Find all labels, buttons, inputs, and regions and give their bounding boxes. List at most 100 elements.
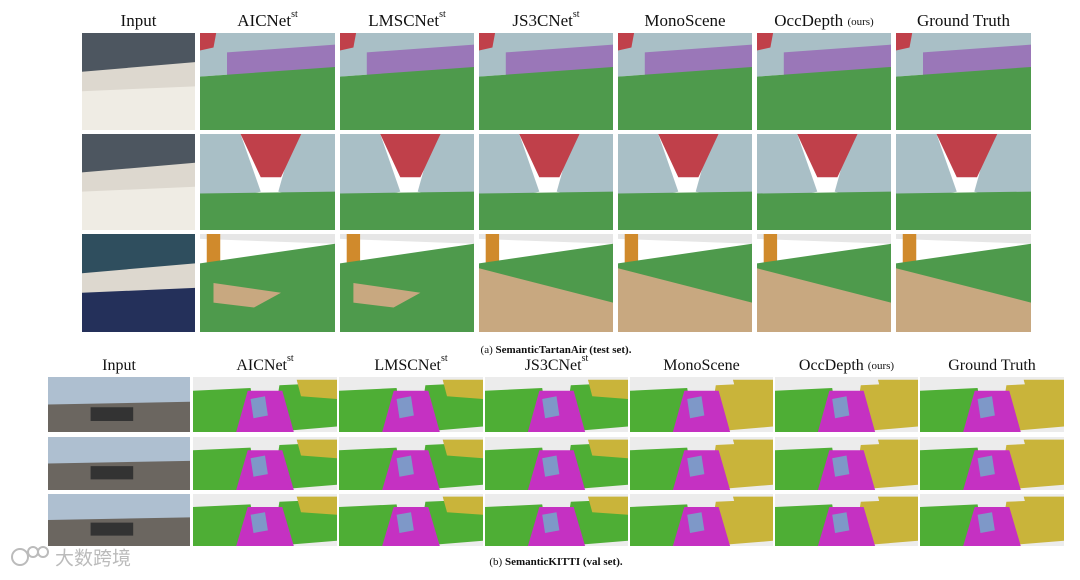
region xyxy=(479,134,540,206)
result-image xyxy=(896,234,1031,332)
region xyxy=(200,33,217,51)
result-image xyxy=(618,134,752,230)
region xyxy=(757,33,774,51)
header-note: (ours) xyxy=(868,360,895,372)
result-image xyxy=(485,494,628,546)
region xyxy=(587,439,628,459)
region xyxy=(618,234,752,244)
region xyxy=(832,512,850,533)
region xyxy=(48,494,190,520)
region xyxy=(82,86,195,130)
input-image xyxy=(82,33,195,130)
region xyxy=(479,191,613,230)
region xyxy=(296,496,337,515)
region xyxy=(832,396,850,419)
header-name: AICNet xyxy=(236,357,287,374)
region xyxy=(250,396,268,419)
result-image xyxy=(193,377,337,432)
result-image xyxy=(618,33,752,130)
result-image xyxy=(630,494,773,546)
region xyxy=(296,379,337,399)
region xyxy=(763,234,778,264)
region xyxy=(90,522,134,536)
region xyxy=(485,234,500,264)
region xyxy=(346,234,361,264)
region xyxy=(82,186,195,230)
result-image xyxy=(339,377,483,432)
column-header: AICNetst xyxy=(237,9,298,30)
region xyxy=(442,439,483,459)
region xyxy=(340,66,474,130)
region xyxy=(396,455,414,477)
region xyxy=(687,455,705,477)
caption-text: SemanticTartanAir (test set). xyxy=(496,344,632,356)
region xyxy=(340,243,474,332)
region xyxy=(618,33,635,51)
result-image xyxy=(339,437,483,490)
region xyxy=(48,377,190,405)
header-name: Ground Truth xyxy=(917,11,1011,30)
region xyxy=(757,134,818,206)
result-image xyxy=(775,437,918,490)
result-image xyxy=(757,134,891,230)
column-header: LMSCNetst xyxy=(374,353,448,373)
region xyxy=(1023,496,1064,515)
result-image xyxy=(479,134,613,230)
header-name: Input xyxy=(121,11,157,30)
caption: (a) SemanticTartanAir (test set). xyxy=(481,344,632,356)
region xyxy=(82,33,195,72)
result-image xyxy=(630,437,773,490)
region xyxy=(442,496,483,515)
region xyxy=(896,66,1031,130)
region xyxy=(200,243,335,332)
header-name: LMSCNet xyxy=(374,357,441,374)
region xyxy=(618,268,752,332)
region xyxy=(340,33,357,51)
region xyxy=(353,283,421,308)
region xyxy=(296,439,337,459)
result-image xyxy=(340,134,474,230)
region xyxy=(757,234,891,244)
watermark: 大数跨境 xyxy=(55,548,131,570)
header-superscript: st xyxy=(291,9,298,20)
header-superscript: st xyxy=(441,353,448,364)
region xyxy=(896,268,1031,332)
region xyxy=(832,455,850,477)
column-header: LMSCNetst xyxy=(368,9,446,30)
header-superscript: st xyxy=(439,9,446,20)
result-image xyxy=(339,494,483,546)
region xyxy=(442,379,483,399)
region xyxy=(396,396,414,419)
region xyxy=(732,496,773,515)
caption-text: SemanticKITTI (val set). xyxy=(505,556,623,568)
region xyxy=(206,234,221,264)
result-image xyxy=(630,377,773,432)
header-name: MonoScene xyxy=(644,11,725,30)
region xyxy=(396,512,414,533)
header-name: MonoScene xyxy=(663,357,739,374)
region xyxy=(618,191,752,230)
input-image xyxy=(82,134,195,230)
region xyxy=(732,439,773,459)
region xyxy=(479,66,613,130)
column-header: OccDepth (ours) xyxy=(774,11,874,30)
region xyxy=(936,134,998,178)
region xyxy=(896,134,957,206)
result-image xyxy=(920,437,1064,490)
region xyxy=(797,134,858,178)
column-header: Ground Truth xyxy=(948,357,1036,374)
input-image xyxy=(48,437,190,490)
region xyxy=(977,455,995,477)
region xyxy=(896,33,913,51)
region xyxy=(250,455,268,477)
region xyxy=(213,283,281,308)
region xyxy=(902,234,917,264)
result-image xyxy=(485,437,628,490)
region xyxy=(687,512,705,533)
region xyxy=(587,496,628,515)
region xyxy=(479,33,496,51)
header-superscript: st xyxy=(582,353,589,364)
region xyxy=(877,439,918,459)
region xyxy=(1023,379,1064,399)
region xyxy=(340,191,474,230)
